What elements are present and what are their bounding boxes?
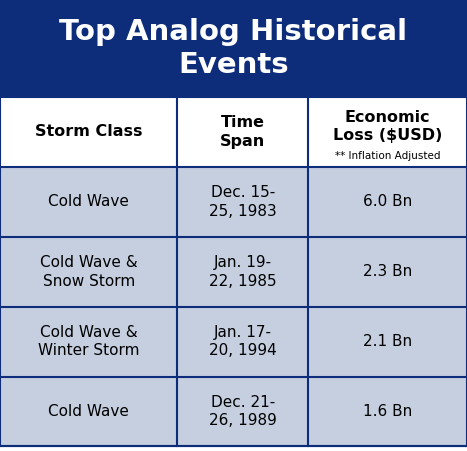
Text: Cold Wave &
Snow Storm: Cold Wave & Snow Storm [40, 255, 138, 289]
Bar [177, 307, 308, 377]
Bar [0, 377, 177, 446]
Text: Cold Wave: Cold Wave [48, 194, 129, 209]
Bar [0, 0, 467, 97]
Text: 2.3 Bn: 2.3 Bn [363, 264, 412, 279]
Bar [0, 167, 177, 237]
Bar [177, 97, 308, 167]
Text: Cold Wave &
Winter Storm: Cold Wave & Winter Storm [38, 325, 140, 359]
Text: Jan. 19-
22, 1985: Jan. 19- 22, 1985 [209, 255, 276, 289]
Bar [177, 377, 308, 446]
Bar [308, 167, 467, 237]
Text: 6.0 Bn: 6.0 Bn [363, 194, 412, 209]
Bar [0, 97, 177, 167]
Bar [0, 307, 177, 377]
Text: Cold Wave: Cold Wave [48, 404, 129, 419]
Bar [308, 307, 467, 377]
Text: Economic
Loss ($USD): Economic Loss ($USD) [333, 110, 442, 143]
Text: Storm Class: Storm Class [35, 124, 142, 139]
Bar [0, 237, 177, 307]
Bar [177, 167, 308, 237]
Bar [177, 237, 308, 307]
Text: Time
Span: Time Span [220, 115, 265, 149]
Text: 1.6 Bn: 1.6 Bn [363, 404, 412, 419]
Text: Jan. 17-
20, 1994: Jan. 17- 20, 1994 [209, 325, 277, 359]
Text: Dec. 21-
26, 1989: Dec. 21- 26, 1989 [209, 395, 277, 428]
Bar [308, 377, 467, 446]
Text: ** Inflation Adjusted: ** Inflation Adjusted [335, 151, 440, 161]
Text: Top Analog Historical
Events: Top Analog Historical Events [59, 18, 408, 78]
Text: Dec. 15-
25, 1983: Dec. 15- 25, 1983 [209, 185, 277, 219]
Bar [308, 237, 467, 307]
Bar [308, 97, 467, 167]
Text: 2.1 Bn: 2.1 Bn [363, 334, 412, 349]
